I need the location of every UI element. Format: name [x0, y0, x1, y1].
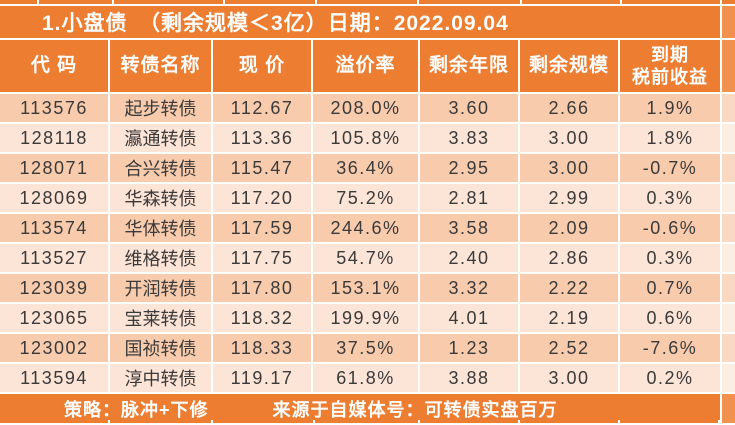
cell-price: 117.75	[213, 244, 311, 272]
cell-years: 3.83	[420, 124, 518, 152]
col-header-code: 代 码	[0, 40, 108, 92]
cell-yield: -7.6%	[620, 334, 720, 362]
cell-code: 123065	[0, 304, 108, 332]
cell-code: 113574	[0, 214, 108, 242]
cell-size: 3.00	[520, 364, 618, 392]
cropped-column-fragment	[722, 394, 735, 423]
cell-yield: 1.8%	[620, 124, 720, 152]
cell-price: 112.67	[213, 94, 311, 122]
cell-price: 118.33	[213, 334, 311, 362]
cell-yield: 0.3%	[620, 184, 720, 212]
cell-yield: 0.3%	[620, 244, 720, 272]
cell-premium: 153.1%	[313, 274, 418, 302]
cell-code: 113594	[0, 364, 108, 392]
cell-name: 起步转债	[110, 94, 211, 122]
cell-yield: -0.6%	[620, 214, 720, 242]
cell-premium: 199.9%	[313, 304, 418, 332]
cell-premium: 54.7%	[313, 244, 418, 272]
cell-size: 2.86	[520, 244, 618, 272]
cell-size: 2.66	[520, 94, 618, 122]
cell-code: 128069	[0, 184, 108, 212]
cell-name: 华森转债	[110, 184, 211, 212]
cell-code: 113527	[0, 244, 108, 272]
cell-name: 开润转债	[110, 274, 211, 302]
cell-price: 117.20	[213, 184, 311, 212]
cell-yield: -0.7%	[620, 154, 720, 182]
cell-years: 3.58	[420, 214, 518, 242]
cell-premium: 244.6%	[313, 214, 418, 242]
col-header-price: 现 价	[213, 40, 311, 92]
cell-code: 113576	[0, 94, 108, 122]
cell-code: 123039	[0, 274, 108, 302]
cell-price: 115.47	[213, 154, 311, 182]
cell-years: 2.40	[420, 244, 518, 272]
col-header-name: 转债名称	[110, 40, 211, 92]
cell-size: 2.52	[520, 334, 618, 362]
cropped-column-fragment	[722, 40, 735, 92]
cell-years: 3.88	[420, 364, 518, 392]
cell-years: 2.81	[420, 184, 518, 212]
cell-premium: 36.4%	[313, 154, 418, 182]
cropped-column-fragment	[722, 6, 735, 38]
cell-size: 2.22	[520, 274, 618, 302]
col-header-yield: 到期 税前收益	[620, 40, 720, 92]
cell-size: 2.19	[520, 304, 618, 332]
footer-bar: 策略：脉冲+下修 来源于自媒体号：可转债实盘百万	[0, 394, 720, 423]
footer-source: 来源于自媒体号：可转债实盘百万	[272, 399, 558, 420]
cropped-column-fragment	[722, 304, 735, 332]
col-header-premium: 溢价率	[313, 40, 418, 92]
cell-premium: 208.0%	[313, 94, 418, 122]
cell-size: 2.09	[520, 214, 618, 242]
cropped-row-top	[0, 0, 735, 4]
cell-code: 123002	[0, 334, 108, 362]
cropped-column-fragment	[722, 214, 735, 242]
cell-price: 113.36	[213, 124, 311, 152]
cell-years: 3.32	[420, 274, 518, 302]
cell-code: 128118	[0, 124, 108, 152]
cell-yield: 0.7%	[620, 274, 720, 302]
cell-yield: 0.6%	[620, 304, 720, 332]
table-title: 1.小盘债 （剩余规模＜3亿）日期：2022.09.04	[0, 6, 720, 38]
col-header-size: 剩余规模	[520, 40, 618, 92]
cell-name: 国祯转债	[110, 334, 211, 362]
cell-years: 2.95	[420, 154, 518, 182]
cell-name: 淳中转债	[110, 364, 211, 392]
cropped-column-fragment	[722, 274, 735, 302]
cell-years: 4.01	[420, 304, 518, 332]
cell-name: 宝莱转债	[110, 304, 211, 332]
cell-yield: 1.9%	[620, 94, 720, 122]
cropped-column-fragment	[722, 334, 735, 362]
cell-premium: 105.8%	[313, 124, 418, 152]
cell-name: 维格转债	[110, 244, 211, 272]
cell-name: 合兴转债	[110, 154, 211, 182]
cell-size: 3.00	[520, 124, 618, 152]
cell-name: 瀛通转债	[110, 124, 211, 152]
cell-premium: 75.2%	[313, 184, 418, 212]
col-header-years: 剩余年限	[420, 40, 518, 92]
cell-price: 117.80	[213, 274, 311, 302]
cell-years: 3.60	[420, 94, 518, 122]
cell-price: 118.32	[213, 304, 311, 332]
cropped-column-fragment	[722, 364, 735, 392]
footer-strategy: 策略：脉冲+下修	[64, 399, 209, 420]
cell-price: 117.59	[213, 214, 311, 242]
cell-size: 3.00	[520, 154, 618, 182]
cell-premium: 37.5%	[313, 334, 418, 362]
cropped-column-fragment	[722, 244, 735, 272]
cell-name: 华体转债	[110, 214, 211, 242]
cell-code: 128071	[0, 154, 108, 182]
cell-years: 1.23	[420, 334, 518, 362]
cropped-column-fragment	[722, 124, 735, 152]
cropped-column-fragment	[722, 154, 735, 182]
cropped-column-fragment	[722, 94, 735, 122]
cell-premium: 61.8%	[313, 364, 418, 392]
cell-yield: 0.2%	[620, 364, 720, 392]
cell-price: 119.17	[213, 364, 311, 392]
cell-size: 2.99	[520, 184, 618, 212]
cropped-column-fragment	[722, 184, 735, 212]
